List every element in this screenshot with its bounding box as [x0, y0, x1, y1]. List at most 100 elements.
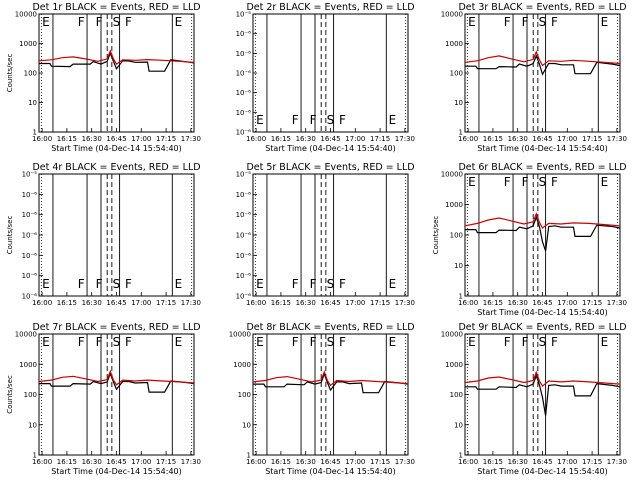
- y-axis-label: Counts/sec: [432, 216, 440, 255]
- y-tick-label: 10⁻⁶: [236, 50, 252, 58]
- x-tick-label: 16:45: [532, 135, 552, 143]
- panel-8: Det 8r BLACK = Events, RED = LLD 16:00 16:…: [229, 322, 415, 476]
- mode-annotation: E: [468, 335, 476, 349]
- plot-frame: [38, 13, 195, 133]
- x-tick-label: 16:00: [458, 299, 478, 307]
- x-tick-label: 17:30: [395, 299, 415, 307]
- y-tick-label: 10: [454, 99, 463, 107]
- mode-annotation: F: [504, 175, 511, 189]
- y-tick-label: 100: [24, 70, 37, 78]
- y-tick-label: 10: [242, 421, 251, 429]
- y-tick-label: 100: [238, 391, 251, 399]
- x-axis-label: Start Time (04-Dec-14 15:54:40): [477, 308, 608, 317]
- x-tick-label: 16:00: [458, 458, 478, 466]
- y-tick-label: 10⁻⁶: [22, 272, 38, 280]
- mode-annotation: E: [175, 15, 183, 29]
- y-tick-label: 10⁻⁶: [236, 89, 252, 97]
- mode-annotation: E: [389, 113, 397, 127]
- panel-title: Det 6r BLACK = Events, RED = LLD: [458, 162, 626, 173]
- y-tick-label: 100: [450, 391, 463, 399]
- x-tick-label: 16:45: [532, 458, 552, 466]
- y-tick-label: 10⁻⁶: [236, 191, 252, 199]
- y-tick-label: 10: [454, 262, 463, 270]
- y-tick-label: 10⁻⁶: [236, 109, 252, 117]
- y-axis-label: Counts/sec: [6, 375, 14, 414]
- y-tick-label: 10⁻⁶: [236, 272, 252, 280]
- mode-annotation: E: [175, 335, 183, 349]
- panel-title: Det 7r BLACK = Events, RED = LLD: [32, 322, 200, 333]
- mode-annotation: F: [339, 277, 346, 291]
- y-tick-label: 10⁻⁶: [236, 211, 252, 219]
- plot-frame: [464, 173, 621, 297]
- mode-annotation: F: [310, 277, 317, 291]
- y-tick-label: 10⁻⁶: [236, 252, 252, 260]
- y-tick-label: 10⁻⁶: [22, 293, 38, 301]
- panel-3: Det 3r BLACK = Events, RED = LLD 16:00 16:…: [441, 2, 627, 153]
- y-tick-label: 1: [33, 129, 37, 137]
- mode-annotation: E: [389, 277, 397, 291]
- x-tick-label: 16:30: [82, 135, 102, 143]
- mode-annotation: E: [601, 335, 609, 349]
- mode-annotation: S: [539, 175, 547, 189]
- x-tick-label: 16:45: [106, 458, 126, 466]
- mode-annotation: F: [292, 277, 299, 291]
- mode-annotation: F: [78, 277, 85, 291]
- y-tick-label: 10⁻⁶: [236, 30, 252, 38]
- mode-annotation: F: [78, 335, 85, 349]
- x-tick-label: 16:45: [532, 299, 552, 307]
- y-tick-label: 10000: [229, 331, 251, 339]
- mode-annotation: S: [113, 335, 121, 349]
- events-series-line: [465, 54, 621, 76]
- mode-annotation: F: [522, 15, 529, 29]
- x-tick-label: 16:30: [508, 458, 528, 466]
- x-tick-label: 16:15: [271, 135, 291, 143]
- lld-series-line: [464, 211, 621, 229]
- mode-annotation: F: [292, 113, 299, 127]
- x-tick-label: 17:30: [395, 135, 415, 143]
- mode-annotation: F: [125, 15, 132, 29]
- mode-annotation: E: [42, 277, 50, 291]
- panel-1: Det 1r BLACK = Events, RED = LLD 16:00 16:…: [6, 2, 201, 153]
- panel-7: Det 7r BLACK = Events, RED = LLD 16:00 16:…: [6, 322, 201, 476]
- mode-annotation: F: [522, 335, 529, 349]
- x-tick-label: 17:30: [395, 458, 415, 466]
- panel-title: Det 2r BLACK = Events, RED = LLD: [246, 2, 414, 13]
- x-tick-label: 16:45: [106, 135, 126, 143]
- x-tick-label: 17:30: [607, 458, 627, 466]
- mode-annotation: S: [327, 113, 335, 127]
- x-tick-label: 16:15: [57, 135, 77, 143]
- mode-annotation: E: [256, 113, 264, 127]
- y-tick-label: 1: [33, 452, 37, 460]
- panel-title: Det 9r BLACK = Events, RED = LLD: [458, 322, 626, 333]
- x-tick-label: 16:00: [32, 458, 52, 466]
- y-tick-label: 1000: [445, 201, 463, 209]
- mode-annotation: S: [327, 335, 335, 349]
- mode-annotation: S: [539, 15, 547, 29]
- panel-2: Det 2r BLACK = Events, RED = LLD 16:00 16:…: [236, 2, 415, 153]
- y-tick-label: 100: [450, 232, 463, 240]
- y-tick-label: 10: [28, 99, 37, 107]
- events-series-line: [465, 215, 621, 252]
- x-tick-label: 17:30: [181, 135, 201, 143]
- y-tick-label: 10⁻⁶: [22, 232, 38, 240]
- y-tick-label: 10⁻⁵: [236, 11, 252, 19]
- y-tick-label: 10⁻⁵: [22, 171, 38, 179]
- mode-annotation: F: [339, 335, 346, 349]
- events-series-line: [39, 51, 195, 72]
- x-tick-label: 16:30: [82, 299, 102, 307]
- mode-annotation: E: [256, 277, 264, 291]
- lld-series-line: [252, 370, 409, 387]
- y-axis-label: Counts/sec: [6, 54, 14, 93]
- lld-series-line: [464, 50, 621, 67]
- y-tick-label: 10: [28, 421, 37, 429]
- y-tick-label: 10⁻⁶: [22, 211, 38, 219]
- x-axis-label: Start Time (04-Dec-14 15:54:40): [265, 467, 396, 476]
- x-tick-label: 17:15: [370, 458, 390, 466]
- mode-annotation: E: [601, 175, 609, 189]
- x-tick-label: 17:30: [181, 458, 201, 466]
- y-tick-label: 10000: [15, 331, 37, 339]
- y-tick-label: 10000: [15, 11, 37, 19]
- x-tick-label: 16:30: [82, 458, 102, 466]
- mode-annotation: E: [42, 15, 50, 29]
- x-tick-label: 17:15: [582, 299, 602, 307]
